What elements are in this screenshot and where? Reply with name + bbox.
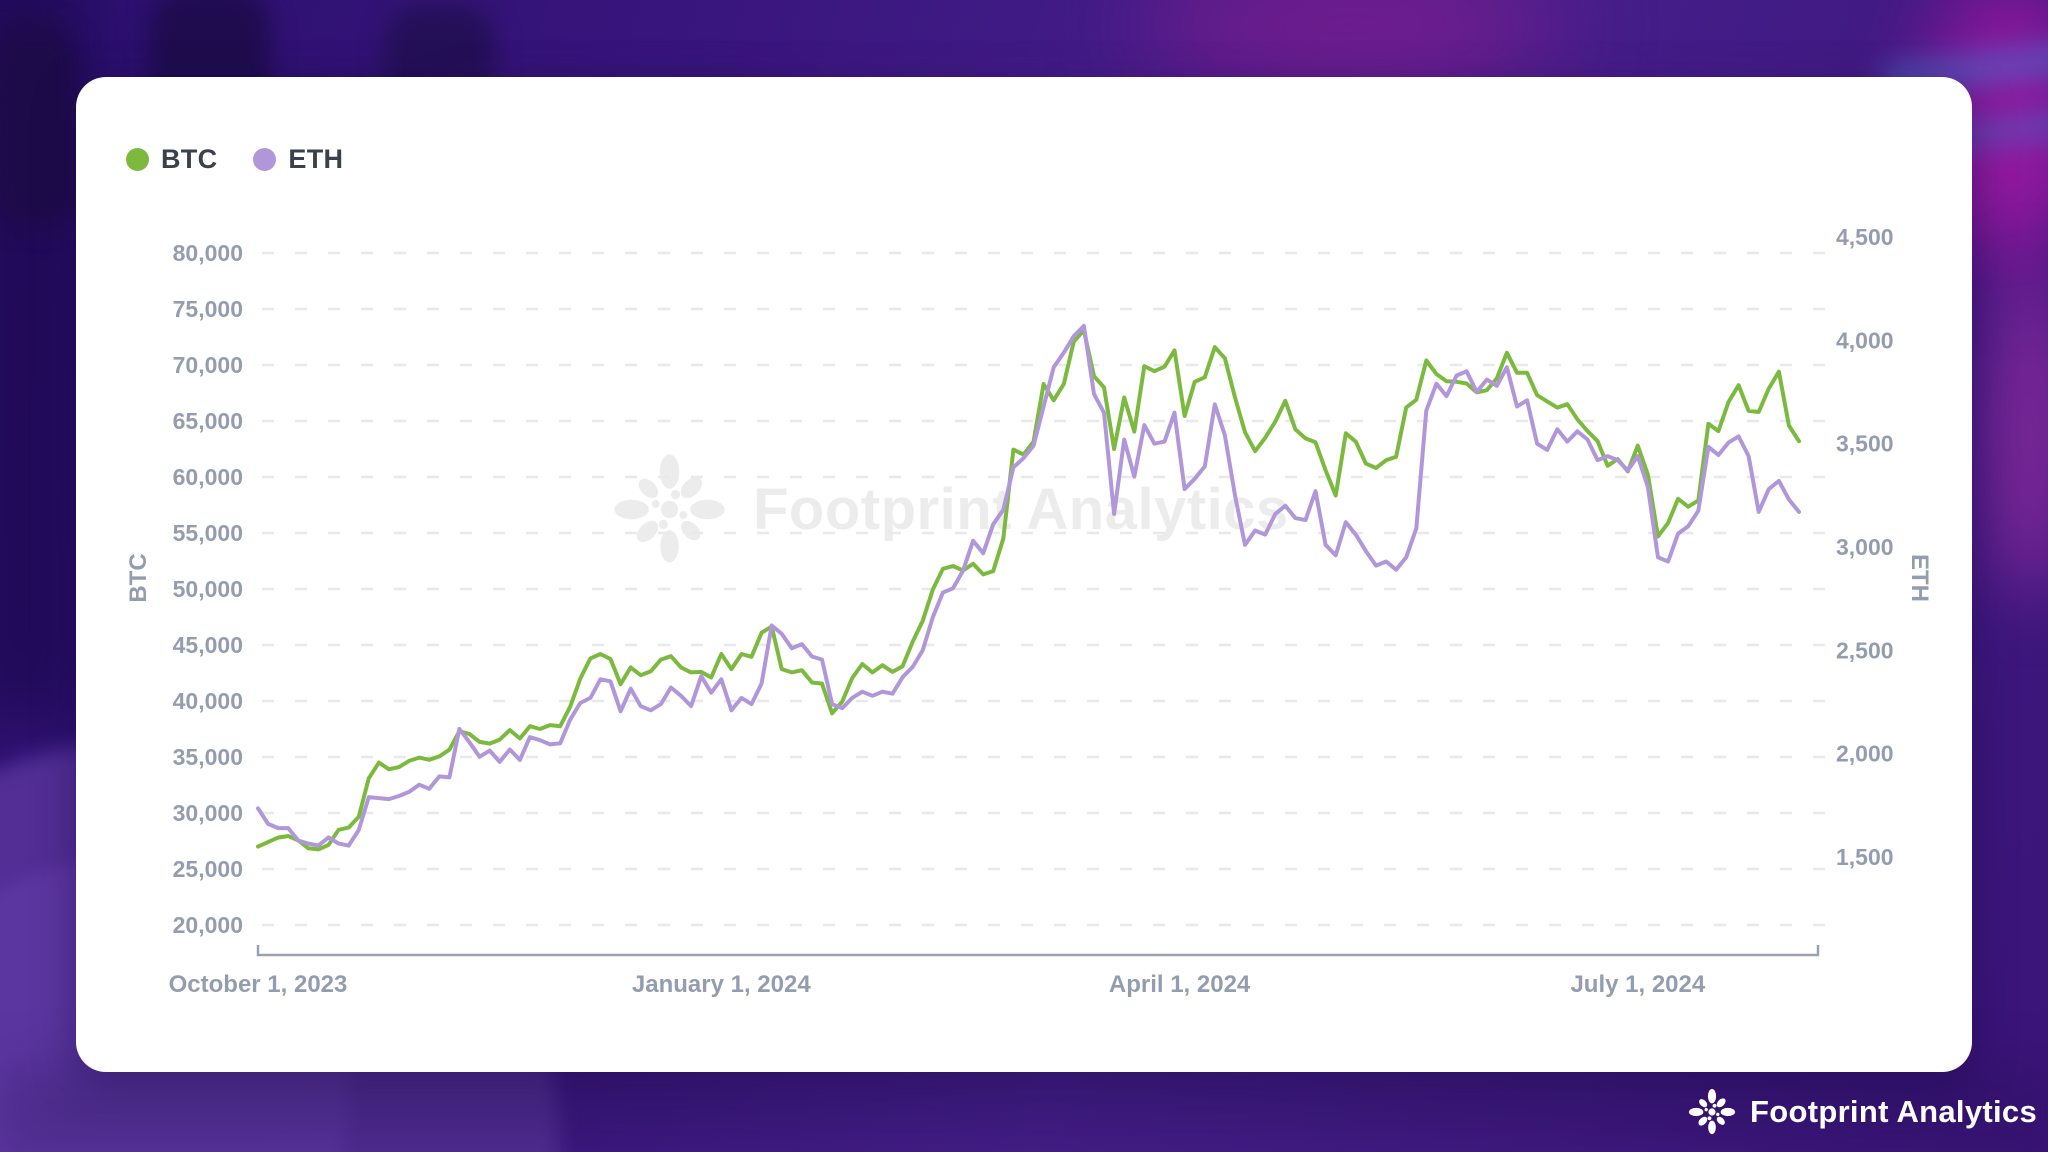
eth-axis-name: ETH xyxy=(1906,554,1933,602)
eth-axis-tick-label: 4,500 xyxy=(1836,224,1894,250)
btc-axis-tick-label: 40,000 xyxy=(173,688,243,714)
btc-axis-tick-label: 80,000 xyxy=(173,240,243,266)
x-axis-line xyxy=(256,945,1820,957)
chart-legend: BTC ETH xyxy=(126,144,343,175)
btc-axis-tick-label: 25,000 xyxy=(173,856,243,882)
btc-axis-tick-label: 50,000 xyxy=(173,576,243,602)
btc-axis-tick-label: 35,000 xyxy=(173,744,243,770)
btc-legend-dot-icon xyxy=(126,148,149,171)
chart-card xyxy=(76,77,1972,1072)
watermark: Footprint Analytics xyxy=(612,452,1289,567)
btc-axis-tick-label: 75,000 xyxy=(173,296,243,322)
legend-item-eth[interactable]: ETH xyxy=(253,144,343,175)
eth-legend-dot-icon xyxy=(253,148,277,171)
btc-axis-tick-label: 60,000 xyxy=(173,464,243,490)
eth-axis-tick-label: 4,000 xyxy=(1836,327,1894,353)
btc-axis-tick-label: 20,000 xyxy=(173,912,243,938)
eth-legend-label: ETH xyxy=(288,144,344,174)
btc-axis-tick-label: 30,000 xyxy=(173,800,243,826)
btc-price-line xyxy=(256,328,1801,852)
legend-item-btc[interactable]: BTC xyxy=(126,144,217,175)
footer-brand-logo: Footprint Analytics xyxy=(1688,1088,2037,1136)
x-axis-tick-label: July 1, 2024 xyxy=(1570,971,1705,998)
footer-brand-text: Footprint Analytics xyxy=(1750,1094,2038,1129)
footer-flower-icon xyxy=(1688,1088,1736,1136)
eth-axis-tick-label: 1,500 xyxy=(1836,844,1894,870)
btc-axis-tick-label: 65,000 xyxy=(173,408,243,434)
eth-axis-tick-label: 2,500 xyxy=(1836,637,1894,663)
btc-axis-tick-label: 70,000 xyxy=(173,352,243,378)
btc-axis-tick-label: 45,000 xyxy=(173,632,243,658)
btc-axis-tick-label: 55,000 xyxy=(173,520,243,546)
eth-axis-tick-label: 3,000 xyxy=(1836,534,1894,560)
eth-axis-tick-label: 2,000 xyxy=(1836,741,1894,767)
x-axis-tick-label: April 1, 2024 xyxy=(1109,971,1251,998)
x-axis-tick-label: January 1, 2024 xyxy=(632,971,811,998)
watermark-text: Footprint Analytics xyxy=(753,477,1289,542)
x-axis-tick-label: October 1, 2023 xyxy=(169,971,348,998)
eth-axis-tick-label: 3,500 xyxy=(1836,431,1894,457)
btc-axis-name: BTC xyxy=(125,553,152,602)
btc-legend-label: BTC xyxy=(161,144,218,174)
